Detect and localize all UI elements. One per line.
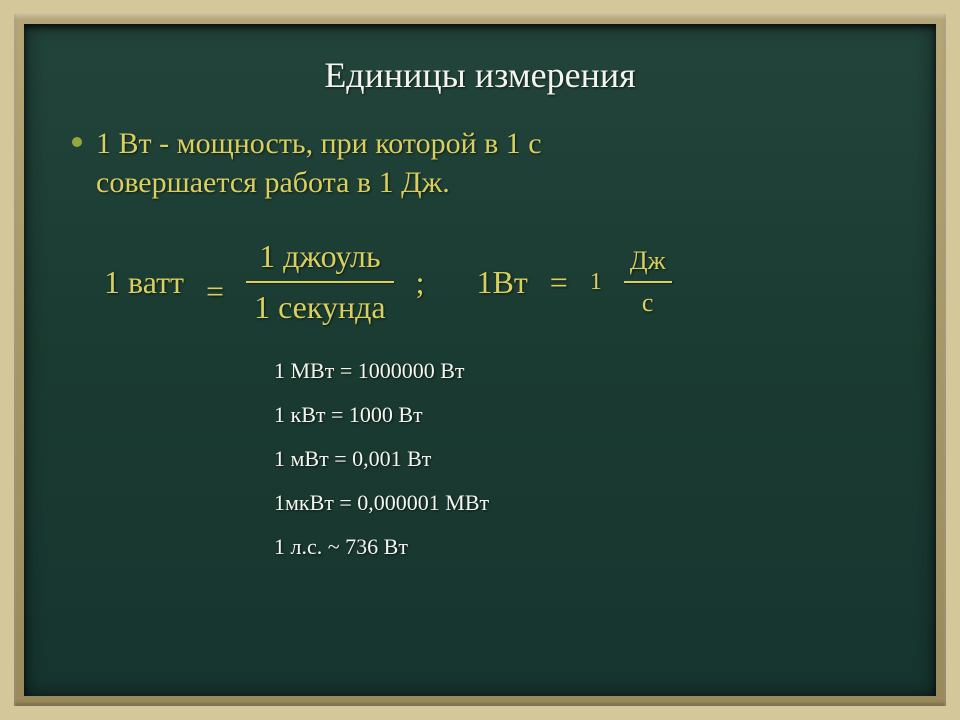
frac2-numerator: Дж [624,245,672,277]
conversion-line: 1 МВт = 1000000 Вт [274,358,896,384]
frac2-denominator: с [636,287,660,319]
conversion-line: 1мкВт = 0,000001 МВт [274,490,896,516]
eq-separator: ; [416,264,425,301]
eq-lhs-2: 1Вт [476,264,527,301]
eq-one: 1 [590,269,602,296]
definition-line-2: совершается работа в 1 Дж. [96,166,450,199]
eq-equals-1: = [206,273,224,310]
conversion-line: 1 кВт = 1000 Вт [274,402,896,428]
definition-line-1: 1 Вт - мощность, при которой в 1 с [96,127,542,160]
definition-text: 1 Вт - мощность, при которой в 1 с совер… [96,124,542,202]
slide-title: Единицы измерения [64,54,896,96]
definition-bullet: 1 Вт - мощность, при которой в 1 с совер… [72,124,896,202]
chalkboard: Единицы измерения 1 Вт - мощность, при к… [24,24,936,696]
frac-bar [246,281,394,283]
board-frame: Единицы измерения 1 Вт - мощность, при к… [14,14,946,706]
frac-numerator: 1 джоуль [251,236,389,277]
fraction-joule-second: 1 джоуль 1 секунда [246,236,394,328]
equation-row: 1 ватт = 1 джоуль 1 секунда ; 1Вт = 1 Дж… [104,236,896,328]
frac2-bar [624,281,672,283]
fraction-j-s: Дж с [624,245,672,319]
conversion-line: 1 мВт = 0,001 Вт [274,446,896,472]
eq-lhs-1: 1 ватт [104,264,184,301]
bullet-icon [72,137,82,147]
eq-equals-2: = [550,264,568,301]
conversion-line: 1 л.с. ~ 736 Вт [274,534,896,560]
frac-denominator: 1 секунда [246,287,394,328]
conversion-list: 1 МВт = 1000000 Вт 1 кВт = 1000 Вт 1 мВт… [274,358,896,560]
